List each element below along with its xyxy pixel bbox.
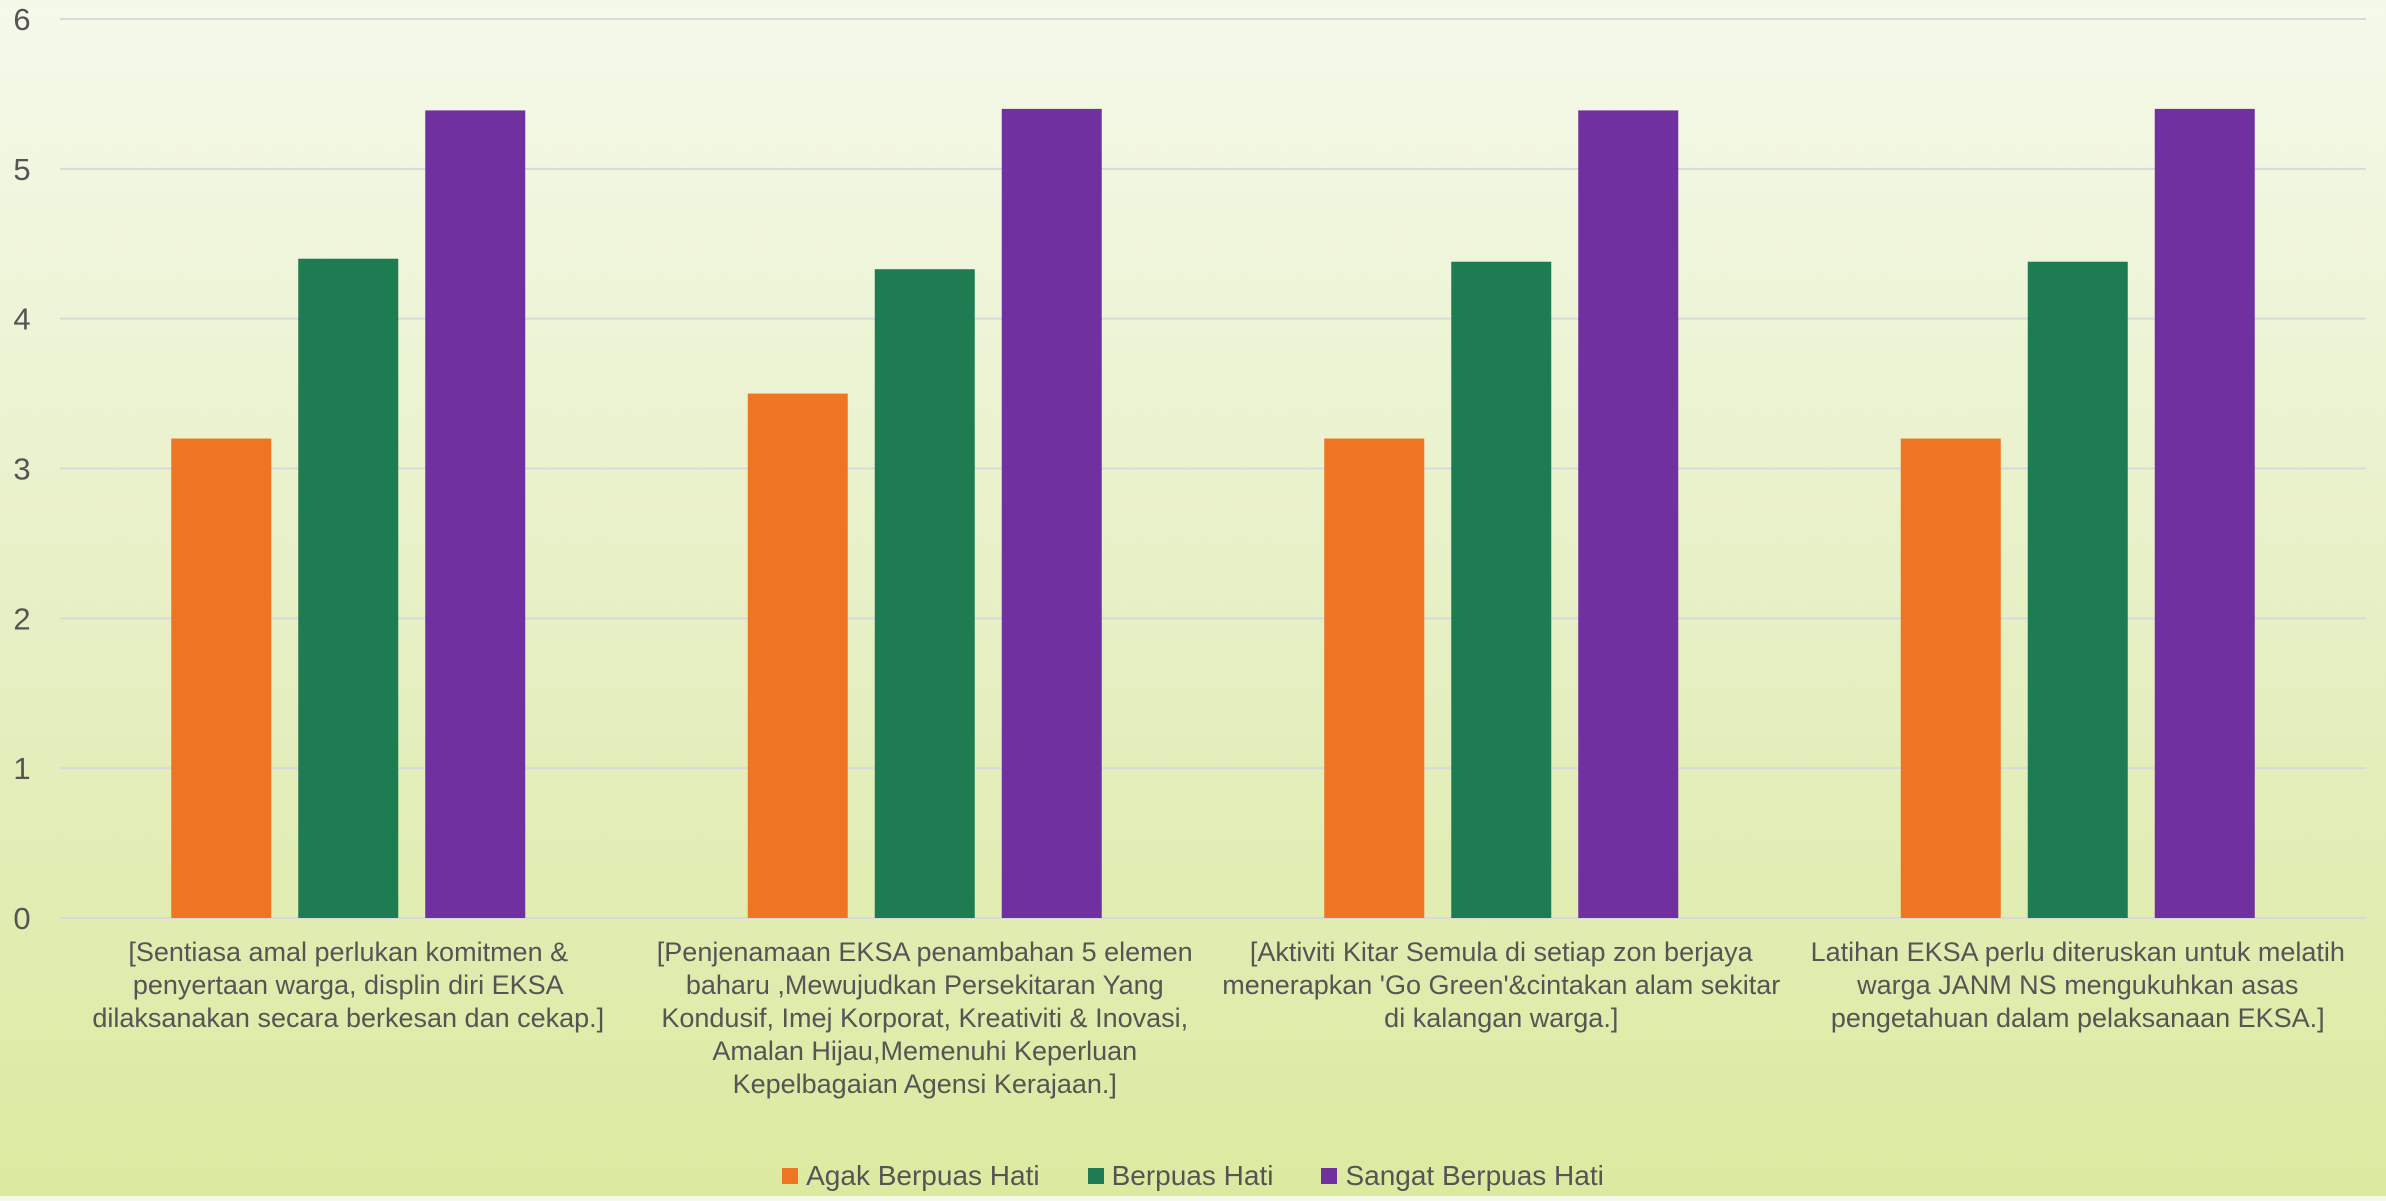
legend-item: Agak Berpuas Hati [782,1160,1040,1192]
bar-2-series-1 [747,393,848,918]
legend: Agak Berpuas Hati Berpuas Hati Sangat Berp… [0,1160,2386,1192]
x-tick-label: [Sentiasa amal perlukan komitmen & penye… [92,937,605,1033]
y-tick-label: 4 [13,302,30,337]
bar-2-series-3 [1001,108,1102,918]
bar-1-series-3 [425,110,526,919]
bar-4-series-1 [1900,438,2001,918]
bar-3-series-3 [1578,110,1679,919]
bar-1-series-1 [171,438,272,918]
legend-swatch [1321,1168,1338,1184]
y-tick-label: 2 [13,601,30,636]
legend-label: Agak Berpuas Hati [806,1160,1040,1191]
bar-3-series-2 [1451,261,1552,919]
y-tick-label: 6 [13,2,30,37]
y-tick-label: 1 [13,751,30,786]
legend-label: Berpuas Hati [1111,1160,1274,1191]
bar-4-series-3 [2154,108,2255,918]
legend-item: Sangat Berpuas Hati [1321,1160,1604,1192]
legend-swatch [782,1168,799,1184]
y-tick-label: 3 [13,452,30,487]
legend-swatch [1087,1168,1104,1184]
x-tick-label: [Penjenamaan EKSA penambahan 5 elemen ba… [656,937,1193,1099]
legend-label: Sangat Berpuas Hati [1345,1160,1604,1191]
bar-2-series-2 [874,269,975,918]
bar-3-series-1 [1324,438,1425,918]
y-tick-label: 0 [13,901,30,936]
legend-item: Berpuas Hati [1087,1160,1274,1192]
bar-4-series-2 [2027,261,2128,919]
x-tick-label: [Aktiviti Kitar Semula di setiap zon ber… [1222,937,1781,1033]
y-tick-label: 5 [13,152,30,187]
x-tick-label: Latihan EKSA perlu diteruskan untuk mela… [1810,937,2345,1033]
bar-1-series-2 [298,258,399,918]
